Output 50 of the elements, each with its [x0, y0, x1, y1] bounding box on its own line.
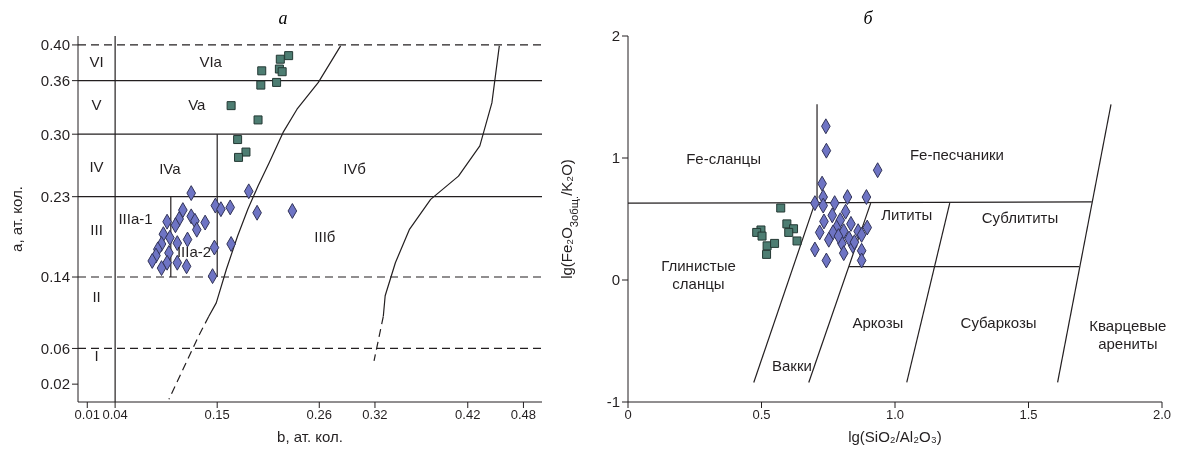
annotation: Fe-сланцы: [686, 149, 761, 167]
y-tick-label: 0: [611, 271, 620, 289]
annotation: VIa: [199, 52, 223, 70]
x-tick-label: 0.01: [74, 407, 100, 423]
annotation: Va: [188, 95, 207, 113]
annotation: Глинистые сланцы: [661, 257, 736, 292]
x-tick-label: 2.0: [1152, 407, 1172, 423]
y-tick-label: 0.06: [40, 339, 70, 357]
y-tick-label: 0.30: [40, 125, 70, 143]
x-tick-label: 0.26: [306, 407, 332, 423]
x-axis-title: b, ат. кол.: [277, 428, 343, 445]
y-axis-title: a, ат. кол.: [8, 186, 25, 252]
annotation: II: [92, 287, 101, 305]
x-tick-label: 0.15: [204, 407, 230, 423]
annotation: Субаркозы: [960, 314, 1037, 332]
y-tick-label: 0.23: [40, 188, 70, 206]
annotation: Вакки: [772, 357, 812, 375]
y-tick-label: 2: [611, 27, 620, 45]
x-tick-label: 0.5: [752, 407, 771, 423]
y-tick-label: 1: [611, 149, 620, 167]
annotation: I: [94, 346, 99, 364]
annotation: Сублититы: [981, 209, 1059, 227]
x-tick-label: 0.42: [455, 407, 481, 423]
annotation: IIIa-2: [176, 242, 212, 260]
annotation: IVa: [159, 159, 182, 177]
y-tick-label: 0.02: [40, 375, 70, 393]
annotation: Кварцевые арениты: [1089, 317, 1167, 353]
annotation: V: [91, 95, 102, 113]
chart-title: б: [863, 8, 873, 28]
x-tick-label: 0.32: [362, 407, 388, 423]
y-tick-label: 0.14: [40, 268, 70, 286]
y-tick-label: 0.40: [40, 36, 70, 54]
y-tick-label: 0.36: [40, 71, 70, 89]
x-tick-label: 1.5: [1019, 407, 1038, 423]
annotation: IVб: [343, 159, 366, 177]
x-tick-label: 1.0: [885, 407, 905, 423]
y-tick-label: -1: [606, 393, 620, 411]
x-tick-label: 0: [624, 407, 632, 423]
annotation: Аркозы: [852, 314, 904, 332]
chart-title: а: [277, 8, 289, 30]
annotation: III: [90, 220, 103, 238]
x-axis-title: lg(SiO₂/Al₂O₃): [848, 428, 942, 445]
x-tick-label: 0.48: [510, 407, 537, 423]
annotation: IIIб: [314, 227, 336, 245]
x-tick-label: 0.04: [102, 407, 128, 423]
annotation: Лититы: [881, 206, 933, 224]
annotation: Fe-песчаники: [909, 146, 1004, 164]
annotation: IV: [89, 158, 104, 176]
annotation: IIIa-1: [118, 210, 153, 227]
annotation: VI: [89, 52, 104, 70]
